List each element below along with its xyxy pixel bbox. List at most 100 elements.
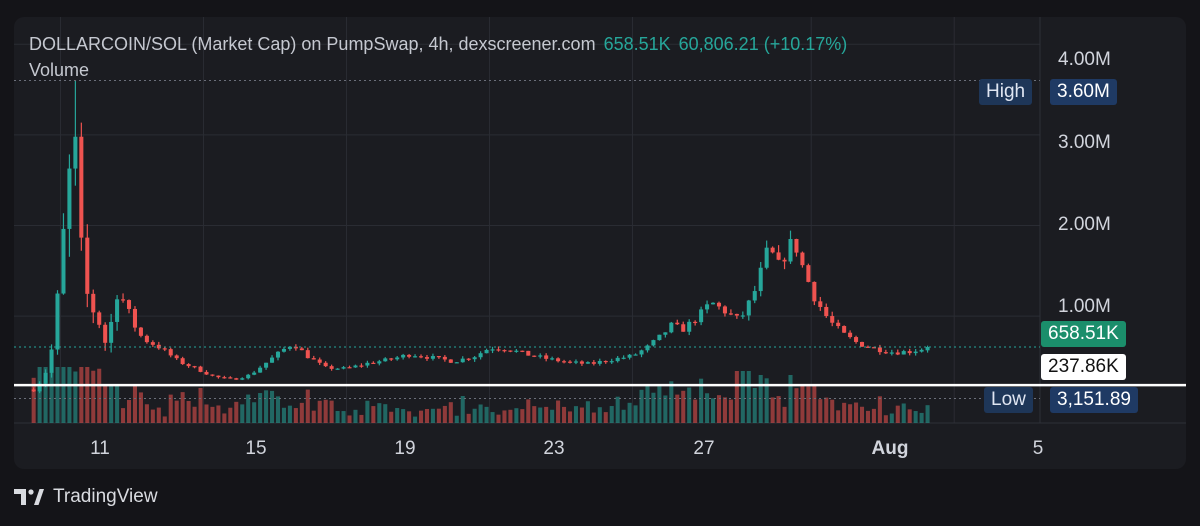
candle-body <box>889 352 894 354</box>
candle-body <box>925 347 930 351</box>
candle-body <box>371 362 376 365</box>
volume-bars <box>31 367 930 423</box>
candle-body <box>818 301 823 307</box>
volume-bar <box>91 370 96 423</box>
volume-bar <box>705 393 710 423</box>
candle-body <box>252 372 257 375</box>
candle-body <box>901 351 906 355</box>
candle-body <box>97 312 102 325</box>
volume-bar <box>663 395 668 423</box>
candle-body <box>669 322 674 333</box>
volume-bar <box>79 367 84 423</box>
volume-bar <box>377 403 382 423</box>
volume-bar <box>585 401 590 423</box>
volume-bar <box>681 390 686 423</box>
candle-body <box>556 358 561 362</box>
volume-bar <box>347 415 352 423</box>
candle-body <box>347 367 352 369</box>
volume-bar <box>579 407 584 423</box>
candle-body <box>764 247 769 268</box>
volume-bar <box>895 405 900 423</box>
volume-bar <box>240 404 245 423</box>
candle-body <box>836 322 841 327</box>
candle-body <box>91 293 96 313</box>
candle-body <box>639 350 644 355</box>
y-tick-1m: 1.00M <box>1058 296 1111 317</box>
volume-bar <box>842 402 847 423</box>
candle-body <box>311 358 316 360</box>
volume-bar <box>234 401 239 423</box>
candle-body <box>812 281 817 302</box>
candle-body <box>621 357 626 359</box>
volume-bar <box>395 408 400 423</box>
candle-body <box>609 361 614 363</box>
candle-body <box>270 357 275 363</box>
legend-change: 60,806.21 (+10.17%) <box>678 34 848 54</box>
volume-bar <box>836 410 841 423</box>
candle-body <box>240 378 245 380</box>
candle-body <box>442 356 447 360</box>
y-tick-3m: 3.00M <box>1058 132 1111 153</box>
candle-body <box>907 351 912 354</box>
candle-body <box>383 358 388 362</box>
x-tick-aug: Aug <box>871 438 909 459</box>
chart-legend: DOLLARCOIN/SOL (Market Cap) on PumpSwap,… <box>29 34 847 55</box>
candle-body <box>859 341 865 347</box>
volume-bar <box>85 367 90 423</box>
volume-bar <box>734 371 739 423</box>
chart-panel[interactable]: DOLLARCOIN/SOL (Market Cap) on PumpSwap,… <box>14 17 1186 469</box>
candle-body <box>430 356 435 359</box>
candle-body <box>287 346 292 349</box>
volume-bar <box>818 399 823 423</box>
volume-bar <box>562 406 567 423</box>
volume-bar <box>317 400 322 423</box>
candle-body <box>216 375 221 378</box>
volume-bar <box>711 398 716 423</box>
volume-bar <box>603 412 608 423</box>
candle-body <box>198 366 203 372</box>
candle-body <box>293 346 298 349</box>
volume-bar <box>776 396 781 423</box>
candle-body <box>573 361 578 363</box>
volume-bar <box>359 414 364 423</box>
candle-body <box>246 374 251 379</box>
candle-body <box>210 374 215 376</box>
volume-bar <box>389 411 394 423</box>
volume-bar <box>192 406 197 423</box>
volume-bar <box>901 403 906 423</box>
volume-bar <box>365 400 370 423</box>
volume-bar <box>258 393 263 423</box>
candle-body <box>436 356 441 358</box>
volume-bar <box>430 408 435 423</box>
tradingview-attribution[interactable]: TradingView <box>14 486 158 508</box>
high-label: High <box>979 79 1033 105</box>
candle-body <box>544 355 549 359</box>
candle-body <box>395 357 400 360</box>
x-tick-27: 27 <box>693 438 715 459</box>
x-tick-15: 15 <box>245 438 267 459</box>
candle-body <box>180 358 185 365</box>
volume-bar <box>383 404 388 423</box>
volume-bar <box>657 386 662 423</box>
volume-bar <box>871 408 876 423</box>
volume-bar <box>329 400 334 423</box>
volume-bar <box>675 394 680 423</box>
volume-bar <box>699 378 704 423</box>
volume-bar <box>424 409 430 423</box>
candle-body <box>478 353 483 358</box>
candle-body <box>871 347 876 349</box>
x-tick-23: 23 <box>543 438 565 459</box>
candle-body <box>341 367 346 369</box>
candle-body <box>43 372 48 384</box>
chart-canvas[interactable] <box>14 17 1186 469</box>
volume-bar <box>156 407 161 423</box>
candle-body <box>424 357 430 359</box>
tradingview-logo-icon <box>14 489 44 505</box>
candle-body <box>633 354 638 356</box>
volume-bar <box>198 388 203 423</box>
low-value: 3,151.89 <box>1050 387 1138 413</box>
candle-body <box>728 313 733 315</box>
candle-body <box>49 349 54 373</box>
volume-bar <box>132 385 137 423</box>
candle-body <box>520 350 525 352</box>
